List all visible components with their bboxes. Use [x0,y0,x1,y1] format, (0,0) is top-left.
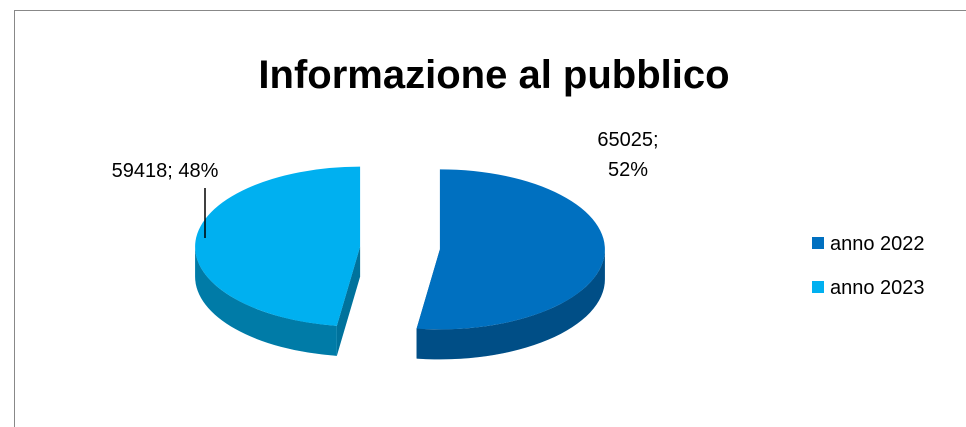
slice-side-shade [416,249,605,360]
data-label: 65025; 52% [597,129,658,181]
legend-swatch [812,237,824,249]
slice-wall [336,246,361,356]
legend-label: anno 2023 [830,277,925,299]
slice-side [195,246,337,356]
slice-side [416,249,605,360]
slice-side-shade [195,246,337,356]
slice [195,166,361,326]
data-label-line: 65025; [597,129,658,151]
legend-swatch [812,281,824,293]
slice-wall-shade [336,246,361,356]
data-label-line: 52% [608,159,648,181]
slice [416,169,605,330]
chart-title: Informazione al pubblico [258,53,729,97]
data-label: 59418; 48% [112,160,219,182]
legend-label: anno 2022 [830,233,925,255]
